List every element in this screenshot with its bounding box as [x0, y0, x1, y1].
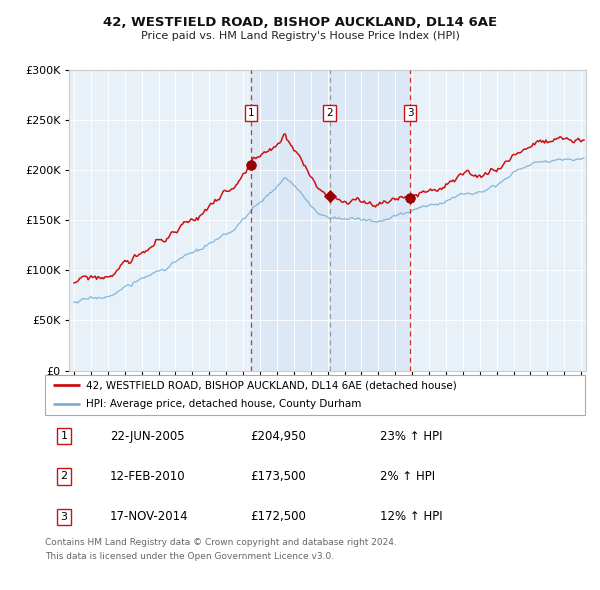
- Text: 3: 3: [61, 512, 67, 522]
- Text: 12-FEB-2010: 12-FEB-2010: [110, 470, 185, 483]
- Text: £172,500: £172,500: [250, 510, 306, 523]
- Bar: [251, 70, 329, 371]
- Text: 3: 3: [407, 108, 413, 118]
- Text: £173,500: £173,500: [250, 470, 306, 483]
- Bar: [329, 70, 410, 371]
- Text: This data is licensed under the Open Government Licence v3.0.: This data is licensed under the Open Gov…: [45, 552, 334, 560]
- Text: Contains HM Land Registry data © Crown copyright and database right 2024.: Contains HM Land Registry data © Crown c…: [45, 538, 397, 547]
- Text: Price paid vs. HM Land Registry's House Price Index (HPI): Price paid vs. HM Land Registry's House …: [140, 31, 460, 41]
- Text: 23% ↑ HPI: 23% ↑ HPI: [380, 430, 442, 442]
- Text: 17-NOV-2014: 17-NOV-2014: [110, 510, 188, 523]
- Text: 1: 1: [61, 431, 67, 441]
- Text: HPI: Average price, detached house, County Durham: HPI: Average price, detached house, Coun…: [86, 399, 361, 409]
- Text: 42, WESTFIELD ROAD, BISHOP AUCKLAND, DL14 6AE: 42, WESTFIELD ROAD, BISHOP AUCKLAND, DL1…: [103, 16, 497, 29]
- Text: 22-JUN-2005: 22-JUN-2005: [110, 430, 184, 442]
- Text: 2% ↑ HPI: 2% ↑ HPI: [380, 470, 435, 483]
- Text: £204,950: £204,950: [250, 430, 306, 442]
- Text: 2: 2: [326, 108, 333, 118]
- Text: 2: 2: [61, 471, 67, 481]
- Text: 42, WESTFIELD ROAD, BISHOP AUCKLAND, DL14 6AE (detached house): 42, WESTFIELD ROAD, BISHOP AUCKLAND, DL1…: [86, 381, 456, 391]
- Text: 1: 1: [248, 108, 254, 118]
- Text: 12% ↑ HPI: 12% ↑ HPI: [380, 510, 442, 523]
